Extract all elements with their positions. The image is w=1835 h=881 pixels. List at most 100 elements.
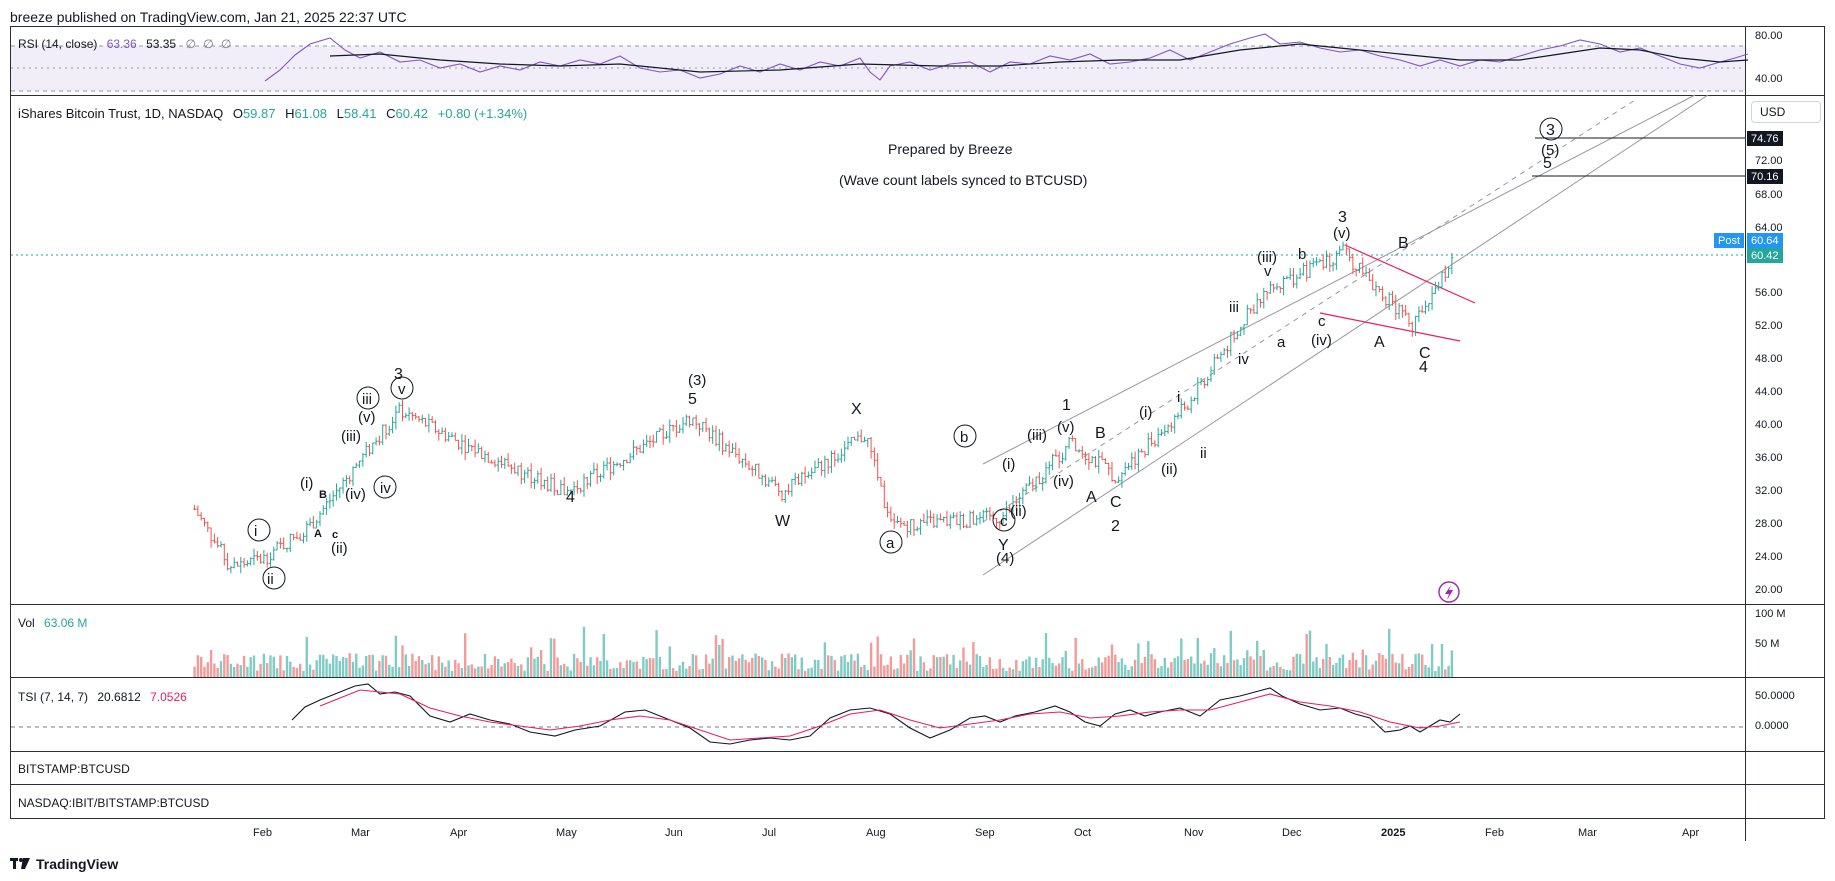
- volume-bar: [661, 669, 665, 677]
- currency-selector[interactable]: USD: [1751, 101, 1821, 123]
- volume-bar: [1368, 669, 1371, 677]
- volume-bar: [780, 653, 784, 677]
- volume-bar: [1272, 666, 1275, 677]
- volume-bar: [318, 654, 322, 677]
- volume-bar: [975, 654, 978, 677]
- tsi-legend[interactable]: TSI (7, 14, 7) 20.6812 7.0526: [18, 690, 187, 704]
- tsi-line: [291, 683, 1461, 745]
- volume-bar: [1394, 662, 1397, 677]
- volume-bar: [256, 670, 259, 677]
- volume-bar: [378, 661, 381, 677]
- volume-bar: [295, 668, 299, 677]
- volume-bar: [592, 665, 596, 677]
- volume-bar: [1255, 640, 1259, 677]
- volume-legend[interactable]: Vol 63.06 M: [18, 616, 87, 630]
- volume-bar: [958, 660, 962, 677]
- volume-bar: [302, 670, 305, 677]
- volume-bar: [305, 637, 308, 677]
- btcusd-pane-title[interactable]: BITSTAMP:BTCUSD: [18, 762, 130, 776]
- volume-bar: [737, 658, 741, 677]
- wave-label: (v): [358, 409, 376, 426]
- channel-upper[interactable]: [982, 94, 1696, 465]
- wedge-upper[interactable]: [1344, 244, 1476, 304]
- wave-labels: i ii (i) B A c (ii) (iii) (iv) (v) iii i…: [247, 117, 1563, 590]
- symbol-name[interactable]: iShares Bitcoin Trust, 1D, NASDAQ: [18, 106, 224, 121]
- volume-bar: [774, 666, 777, 677]
- volume-bar: [599, 660, 602, 677]
- volume-bar: [1180, 638, 1183, 677]
- rsi-tick: 80.00: [1755, 30, 1783, 42]
- volume-bar: [1209, 653, 1213, 677]
- tsi-signal-line: [319, 689, 1461, 741]
- wave-label: 2: [1111, 518, 1120, 535]
- volume-bar: [1440, 643, 1444, 677]
- rsi-legend[interactable]: RSI (14, close) 63.36 53.35 ∅ ∅ ∅: [18, 37, 233, 51]
- volume-bar: [708, 663, 711, 677]
- volume-bar: [1229, 630, 1232, 677]
- volume-bar: [282, 670, 285, 677]
- volume-bar: [1252, 659, 1256, 677]
- open-value: 59.87: [242, 106, 276, 121]
- wedge-lower[interactable]: [1319, 312, 1461, 342]
- volume-bar: [1430, 644, 1434, 677]
- channel-lower[interactable]: [982, 94, 1709, 576]
- symbol-legend[interactable]: iShares Bitcoin Trust, 1D, NASDAQ O59.87…: [18, 106, 527, 121]
- volume-bar: [1305, 634, 1308, 677]
- rsi-value: 63.36: [106, 37, 137, 51]
- tsi-value: 20.6812: [97, 690, 141, 704]
- ratio-pane-title[interactable]: NASDAQ:IBIT/BITSTAMP:BTCUSD: [18, 796, 210, 810]
- volume-bar: [853, 660, 856, 677]
- volume-bar: [1262, 649, 1265, 677]
- channel-middle[interactable]: [982, 99, 1636, 523]
- volume-bar: [404, 654, 407, 677]
- volume-bar: [1130, 666, 1133, 677]
- volume-bar: [209, 649, 213, 677]
- lightning-icon[interactable]: [1438, 581, 1460, 603]
- contracting-wedge[interactable]: [1319, 244, 1476, 342]
- time-tick: Dec: [1282, 827, 1302, 839]
- volume-bar: [685, 668, 688, 677]
- volume-bar: [1028, 656, 1031, 677]
- volume-bar: [454, 659, 457, 677]
- volume-bar: [612, 668, 615, 677]
- volume-bar: [1249, 656, 1252, 677]
- volume-bar: [1295, 653, 1298, 677]
- rsi-name: RSI (14, close): [18, 37, 98, 51]
- price-tick: 72.00: [1755, 155, 1783, 167]
- time-tick: Jul: [762, 827, 777, 839]
- volume-bar: [1420, 654, 1424, 677]
- volume-bar: [714, 635, 718, 677]
- volume-bar: [242, 655, 246, 677]
- ohlc-bars: [193, 241, 1454, 574]
- volume-bar: [523, 670, 526, 677]
- volume-bar: [863, 664, 866, 677]
- tsi-tick: 50.0000: [1755, 690, 1795, 702]
- volume-bar: [1265, 670, 1269, 677]
- tradingview-branding[interactable]: TradingView: [10, 856, 118, 872]
- volume-bar: [1160, 666, 1163, 677]
- volume-bar: [325, 658, 328, 677]
- volume-bar: [381, 655, 384, 677]
- volume-bar: [1074, 637, 1077, 677]
- volume-bar: [259, 663, 262, 677]
- volume-bar: [622, 667, 625, 677]
- prepared-by-note: Prepared by Breeze: [888, 141, 1013, 157]
- volume-bar: [1015, 659, 1018, 677]
- volume-bar: [823, 642, 827, 677]
- wave-label: (v): [1057, 419, 1075, 436]
- volume-bar: [902, 663, 906, 677]
- volume-bar: [945, 654, 949, 677]
- pitchfork-channel[interactable]: [982, 94, 1709, 576]
- volume-bar: [688, 666, 691, 677]
- time-tick: May: [556, 827, 577, 839]
- volume-bar: [935, 657, 939, 677]
- volume-bar: [1067, 668, 1071, 677]
- volume-bar: [358, 667, 361, 677]
- volume-bar: [487, 668, 490, 677]
- volume-bar: [681, 661, 685, 677]
- time-tick: Apr: [450, 827, 468, 839]
- volume-bar: [1104, 657, 1107, 677]
- volume-bar: [767, 670, 770, 677]
- publisher-header: breeze published on TradingView.com, Jan…: [10, 9, 407, 25]
